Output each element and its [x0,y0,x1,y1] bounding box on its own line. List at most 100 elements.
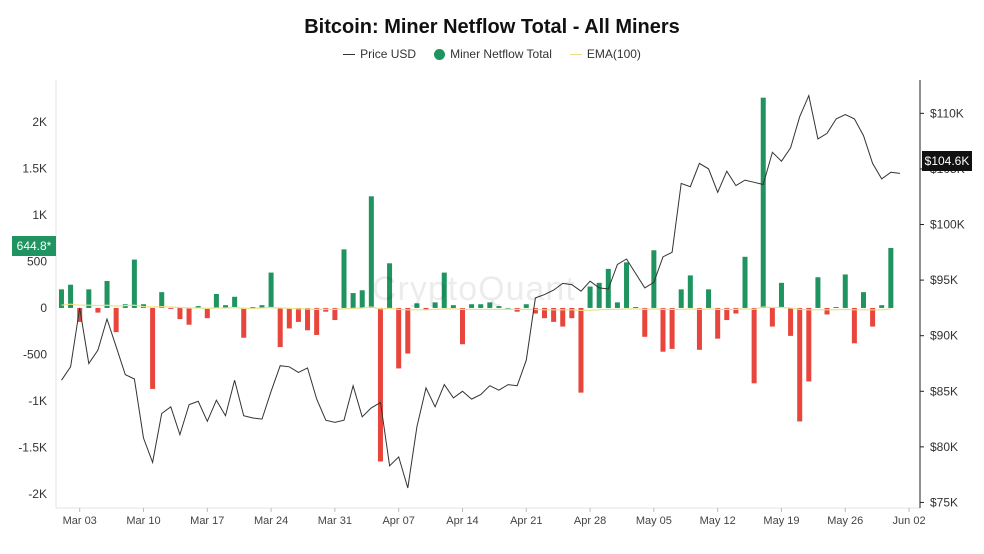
left-tick-label: -1.5K [18,441,47,455]
netflow-bar[interactable] [396,307,402,369]
price-line[interactable] [61,93,900,489]
netflow-bar[interactable] [842,274,848,308]
netflow-bar[interactable] [569,307,575,319]
netflow-bar[interactable] [469,304,475,308]
netflow-bar[interactable] [815,277,821,308]
netflow-bar[interactable] [195,306,201,308]
left-tick-label: 2K [32,115,47,129]
netflow-bar[interactable] [879,305,885,308]
netflow-bar[interactable] [696,307,702,350]
netflow-bar[interactable] [177,307,183,320]
netflow-bar[interactable] [186,307,192,325]
netflow-bar[interactable] [560,307,566,327]
netflow-bar[interactable] [614,302,620,308]
netflow-bar[interactable] [687,275,693,308]
netflow-bar[interactable] [86,289,92,308]
netflow-bar[interactable] [769,307,775,327]
netflow-bar[interactable] [487,302,493,308]
netflow-bar[interactable] [624,262,630,308]
netflow-bar[interactable] [259,305,265,308]
netflow-bar[interactable] [159,292,165,308]
netflow-bar[interactable] [596,282,602,308]
netflow-bar[interactable] [58,289,64,308]
watermark-cryptoquant: CryptoQuant [372,270,576,308]
x-tick-label: May 26 [827,515,863,527]
netflow-bar[interactable] [277,307,283,348]
netflow-bar[interactable] [888,247,894,308]
netflow-bar[interactable] [751,307,757,384]
netflow-bar[interactable] [450,305,456,308]
netflow-bar[interactable] [651,250,657,308]
netflow-bar[interactable] [131,259,137,308]
right-tick-label: $95K [930,273,958,287]
netflow-bar[interactable] [587,286,593,308]
netflow-bar[interactable] [760,97,766,308]
netflow-bar[interactable] [851,307,857,344]
legend: Price USD Miner Netflow Total EMA(100) [0,47,984,61]
netflow-bar[interactable] [359,290,365,308]
netflow-bar[interactable] [387,263,393,308]
netflow-bar[interactable] [551,307,557,322]
netflow-bar[interactable] [788,307,794,336]
netflow-bar[interactable] [168,307,174,309]
netflow-bar[interactable] [505,307,511,309]
netflow-bar[interactable] [532,307,538,314]
netflow-bar[interactable] [706,289,712,308]
netflow-bar[interactable] [441,272,447,308]
netflow-bar[interactable] [724,307,730,321]
netflow-bar[interactable] [150,307,156,389]
netflow-bar[interactable] [204,307,210,319]
netflow-bar[interactable] [368,196,374,308]
netflow-bar[interactable] [341,249,347,308]
netflow-bar[interactable] [542,307,548,319]
netflow-bar[interactable] [213,294,219,308]
legend-item-ema[interactable]: EMA(100) [569,47,641,61]
netflow-bar[interactable] [523,304,529,308]
netflow-bar[interactable] [833,307,839,308]
netflow-bar[interactable] [860,292,866,308]
x-tick-label: Mar 24 [254,515,288,527]
netflow-bar[interactable] [232,296,238,308]
netflow-bar[interactable] [241,307,247,338]
netflow-bar[interactable] [268,272,274,308]
netflow-bar[interactable] [778,282,784,308]
ema-line[interactable] [61,303,891,311]
netflow-bar[interactable] [113,307,119,333]
netflow-bar[interactable] [806,307,812,382]
netflow-bar[interactable] [68,284,74,308]
netflow-bar[interactable] [95,307,101,313]
netflow-bar[interactable] [660,307,666,352]
netflow-bar[interactable] [633,307,639,308]
x-tick-label: May 05 [636,515,672,527]
netflow-bar[interactable] [414,303,420,308]
netflow-bar[interactable] [797,307,803,422]
netflow-bar[interactable] [314,307,320,335]
netflow-bar[interactable] [295,307,301,322]
netflow-bar[interactable] [305,307,311,331]
netflow-bar[interactable] [377,307,383,462]
netflow-bar[interactable] [496,306,502,308]
netflow-bar[interactable] [715,307,721,339]
legend-item-price[interactable]: Price USD [343,47,416,61]
legend-item-netflow[interactable]: Miner Netflow Total [434,47,552,61]
netflow-bar[interactable] [870,307,876,327]
netflow-bar[interactable] [678,289,684,308]
netflow-bar[interactable] [350,293,356,308]
netflow-bar[interactable] [578,307,584,393]
netflow-bar[interactable] [77,307,83,322]
netflow-bar[interactable] [733,307,739,314]
netflow-bar[interactable] [459,307,465,345]
netflow-bar[interactable] [642,307,648,337]
netflow-bar[interactable] [405,307,411,354]
netflow-bar[interactable] [250,307,256,308]
netflow-bar[interactable] [223,305,229,308]
netflow-bar[interactable] [824,307,830,315]
netflow-bar[interactable] [742,256,748,308]
netflow-bar[interactable] [286,307,292,329]
netflow-bar[interactable] [669,307,675,349]
netflow-bar[interactable] [432,302,438,308]
netflow-bar[interactable] [423,307,429,310]
netflow-bar[interactable] [332,307,338,321]
netflow-bar[interactable] [478,304,484,308]
netflow-bar[interactable] [104,280,110,308]
